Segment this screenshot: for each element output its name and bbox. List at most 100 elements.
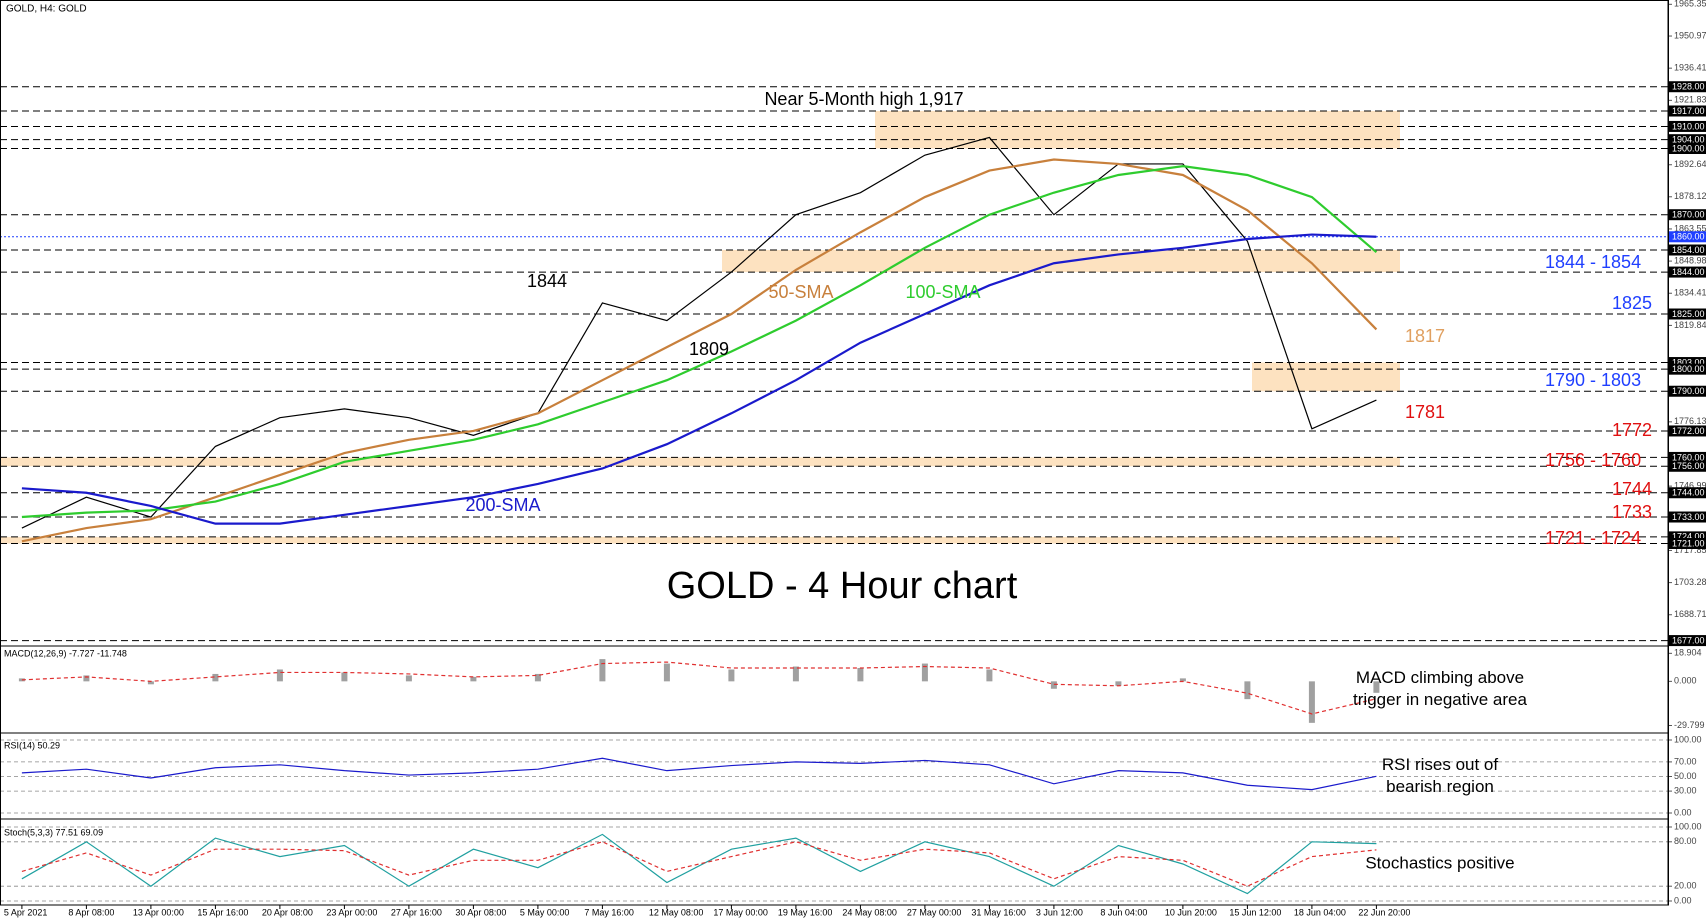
y-tick-label: 1936.41 [1674, 63, 1706, 73]
macd-bar [276, 669, 283, 682]
chart-title: GOLD - 4 Hour chart [667, 565, 1018, 607]
level-label: 1721.00 [1672, 538, 1705, 548]
macd-bar [534, 673, 541, 682]
x-tick-label: 15 Apr 16:00 [197, 907, 248, 917]
macd-bar [728, 669, 735, 682]
x-tick-label: 5 Apr 2021 [4, 907, 48, 917]
level-label: 1825.00 [1672, 309, 1705, 319]
level-box [1669, 81, 1706, 93]
level-label: 1724.00 [1672, 532, 1705, 542]
x-tick-label: 18 Jun 04:00 [1294, 907, 1346, 917]
y-tick-label: 1717.85 [1674, 545, 1706, 555]
level-box [1669, 134, 1706, 146]
level-label: 1677.00 [1672, 635, 1705, 645]
level-label: 1790.00 [1672, 386, 1705, 396]
level-box [1669, 451, 1706, 463]
level-label: 1910.00 [1672, 121, 1705, 131]
support-zone [875, 110, 1400, 149]
frame [0, 0, 1669, 906]
series-label: 100-SMA [905, 282, 980, 302]
level-label: 1860.00 [1672, 232, 1705, 242]
x-tick-label: 20 Apr 08:00 [262, 907, 313, 917]
x-tick-label: 23 Apr 00:00 [326, 907, 377, 917]
level-box [1669, 531, 1706, 543]
support-zone [1252, 362, 1400, 392]
y-tick-label: 1703.28 [1674, 577, 1706, 587]
level-box [1669, 120, 1706, 132]
series-line [21, 165, 1378, 519]
x-tick-label: 8 Jun 04:00 [1100, 907, 1147, 917]
level-label: 1900.00 [1672, 143, 1705, 153]
panel-note: MACD climbing above [1356, 668, 1524, 687]
annotation: 1844 - 1854 [1545, 252, 1641, 272]
series-label: 50-SMA [768, 282, 833, 302]
annotation: Near 5-Month high 1,917 [764, 89, 963, 109]
level-box [1669, 143, 1706, 155]
x-tick-label: 31 May 16:00 [971, 907, 1026, 917]
x-tick-label: 7 May 16:00 [584, 907, 634, 917]
level-label: 1803.00 [1672, 357, 1705, 367]
macd-bar [857, 668, 864, 682]
level-box [1669, 385, 1706, 397]
level-label: 1772.00 [1672, 426, 1705, 436]
level-label: 1928.00 [1672, 82, 1705, 92]
y-tick-label: 1921.83 [1674, 95, 1706, 105]
macd-bar [212, 673, 219, 682]
annotation: 1825 [1612, 293, 1652, 313]
y-tick-label: 1863.55 [1674, 223, 1706, 233]
x-tick-label: 27 Apr 16:00 [391, 907, 442, 917]
annotation: 1756 - 1760 [1545, 450, 1641, 470]
level-box [1669, 231, 1706, 243]
level-label: 1854.00 [1672, 245, 1705, 255]
y-tick-label: 50.00 [1674, 771, 1697, 781]
x-tick-label: 3 Jun 12:00 [1036, 907, 1083, 917]
x-tick-label: 10 Jun 20:00 [1165, 907, 1217, 917]
x-tick-label: 8 Apr 08:00 [68, 907, 114, 917]
macd-bar [1115, 681, 1122, 686]
level-box [1669, 537, 1706, 549]
support-zone [0, 457, 1400, 467]
series-line [21, 136, 1377, 529]
annotation: 1781 [1405, 402, 1445, 422]
annotation: 1790 - 1803 [1545, 370, 1641, 390]
level-label: 1870.00 [1672, 210, 1705, 220]
series-label: 200-SMA [465, 495, 540, 515]
level-box [1669, 244, 1706, 256]
macd-bar [663, 663, 670, 682]
y-tick-label: 100.00 [1674, 734, 1702, 744]
y-tick-label: 1848.98 [1674, 255, 1706, 265]
annotation: 1809 [689, 339, 729, 359]
y-tick-label: 1878.12 [1674, 191, 1706, 201]
level-box [1669, 460, 1706, 472]
y-tick-label: 1776.13 [1674, 416, 1706, 426]
level-box [1669, 511, 1706, 523]
level-box [1669, 425, 1706, 437]
level-label: 1904.00 [1672, 135, 1705, 145]
x-tick-label: 17 May 00:00 [713, 907, 768, 917]
level-label: 1844.00 [1672, 267, 1705, 277]
series-line [21, 833, 1377, 895]
level-label: 1744.00 [1672, 488, 1705, 498]
x-tick-label: 13 Apr 00:00 [133, 907, 184, 917]
annotation: 1772 [1612, 420, 1652, 440]
y-tick-label: 1965.35 [1674, 0, 1706, 9]
macd-bar [1244, 681, 1251, 700]
level-box [1669, 308, 1706, 320]
y-tick-label: 1892.64 [1674, 159, 1706, 169]
panel-note: Stochastics positive [1365, 853, 1514, 872]
y-tick-label: 70.00 [1674, 756, 1697, 766]
x-tick-label: 24 May 08:00 [842, 907, 897, 917]
y-tick-label: 30.00 [1674, 785, 1697, 795]
level-box [1669, 357, 1706, 369]
level-box [1669, 105, 1706, 117]
macd-bar [405, 675, 412, 682]
macd-bar [1179, 678, 1186, 682]
annotation: 1721 - 1724 [1545, 528, 1641, 548]
y-tick-label: 100.00 [1674, 821, 1702, 831]
y-tick-label: 20.00 [1674, 881, 1697, 891]
macd-bar [1308, 681, 1315, 723]
level-box [1669, 635, 1706, 647]
panel-note: bearish region [1386, 777, 1494, 796]
level-box [1669, 363, 1706, 375]
